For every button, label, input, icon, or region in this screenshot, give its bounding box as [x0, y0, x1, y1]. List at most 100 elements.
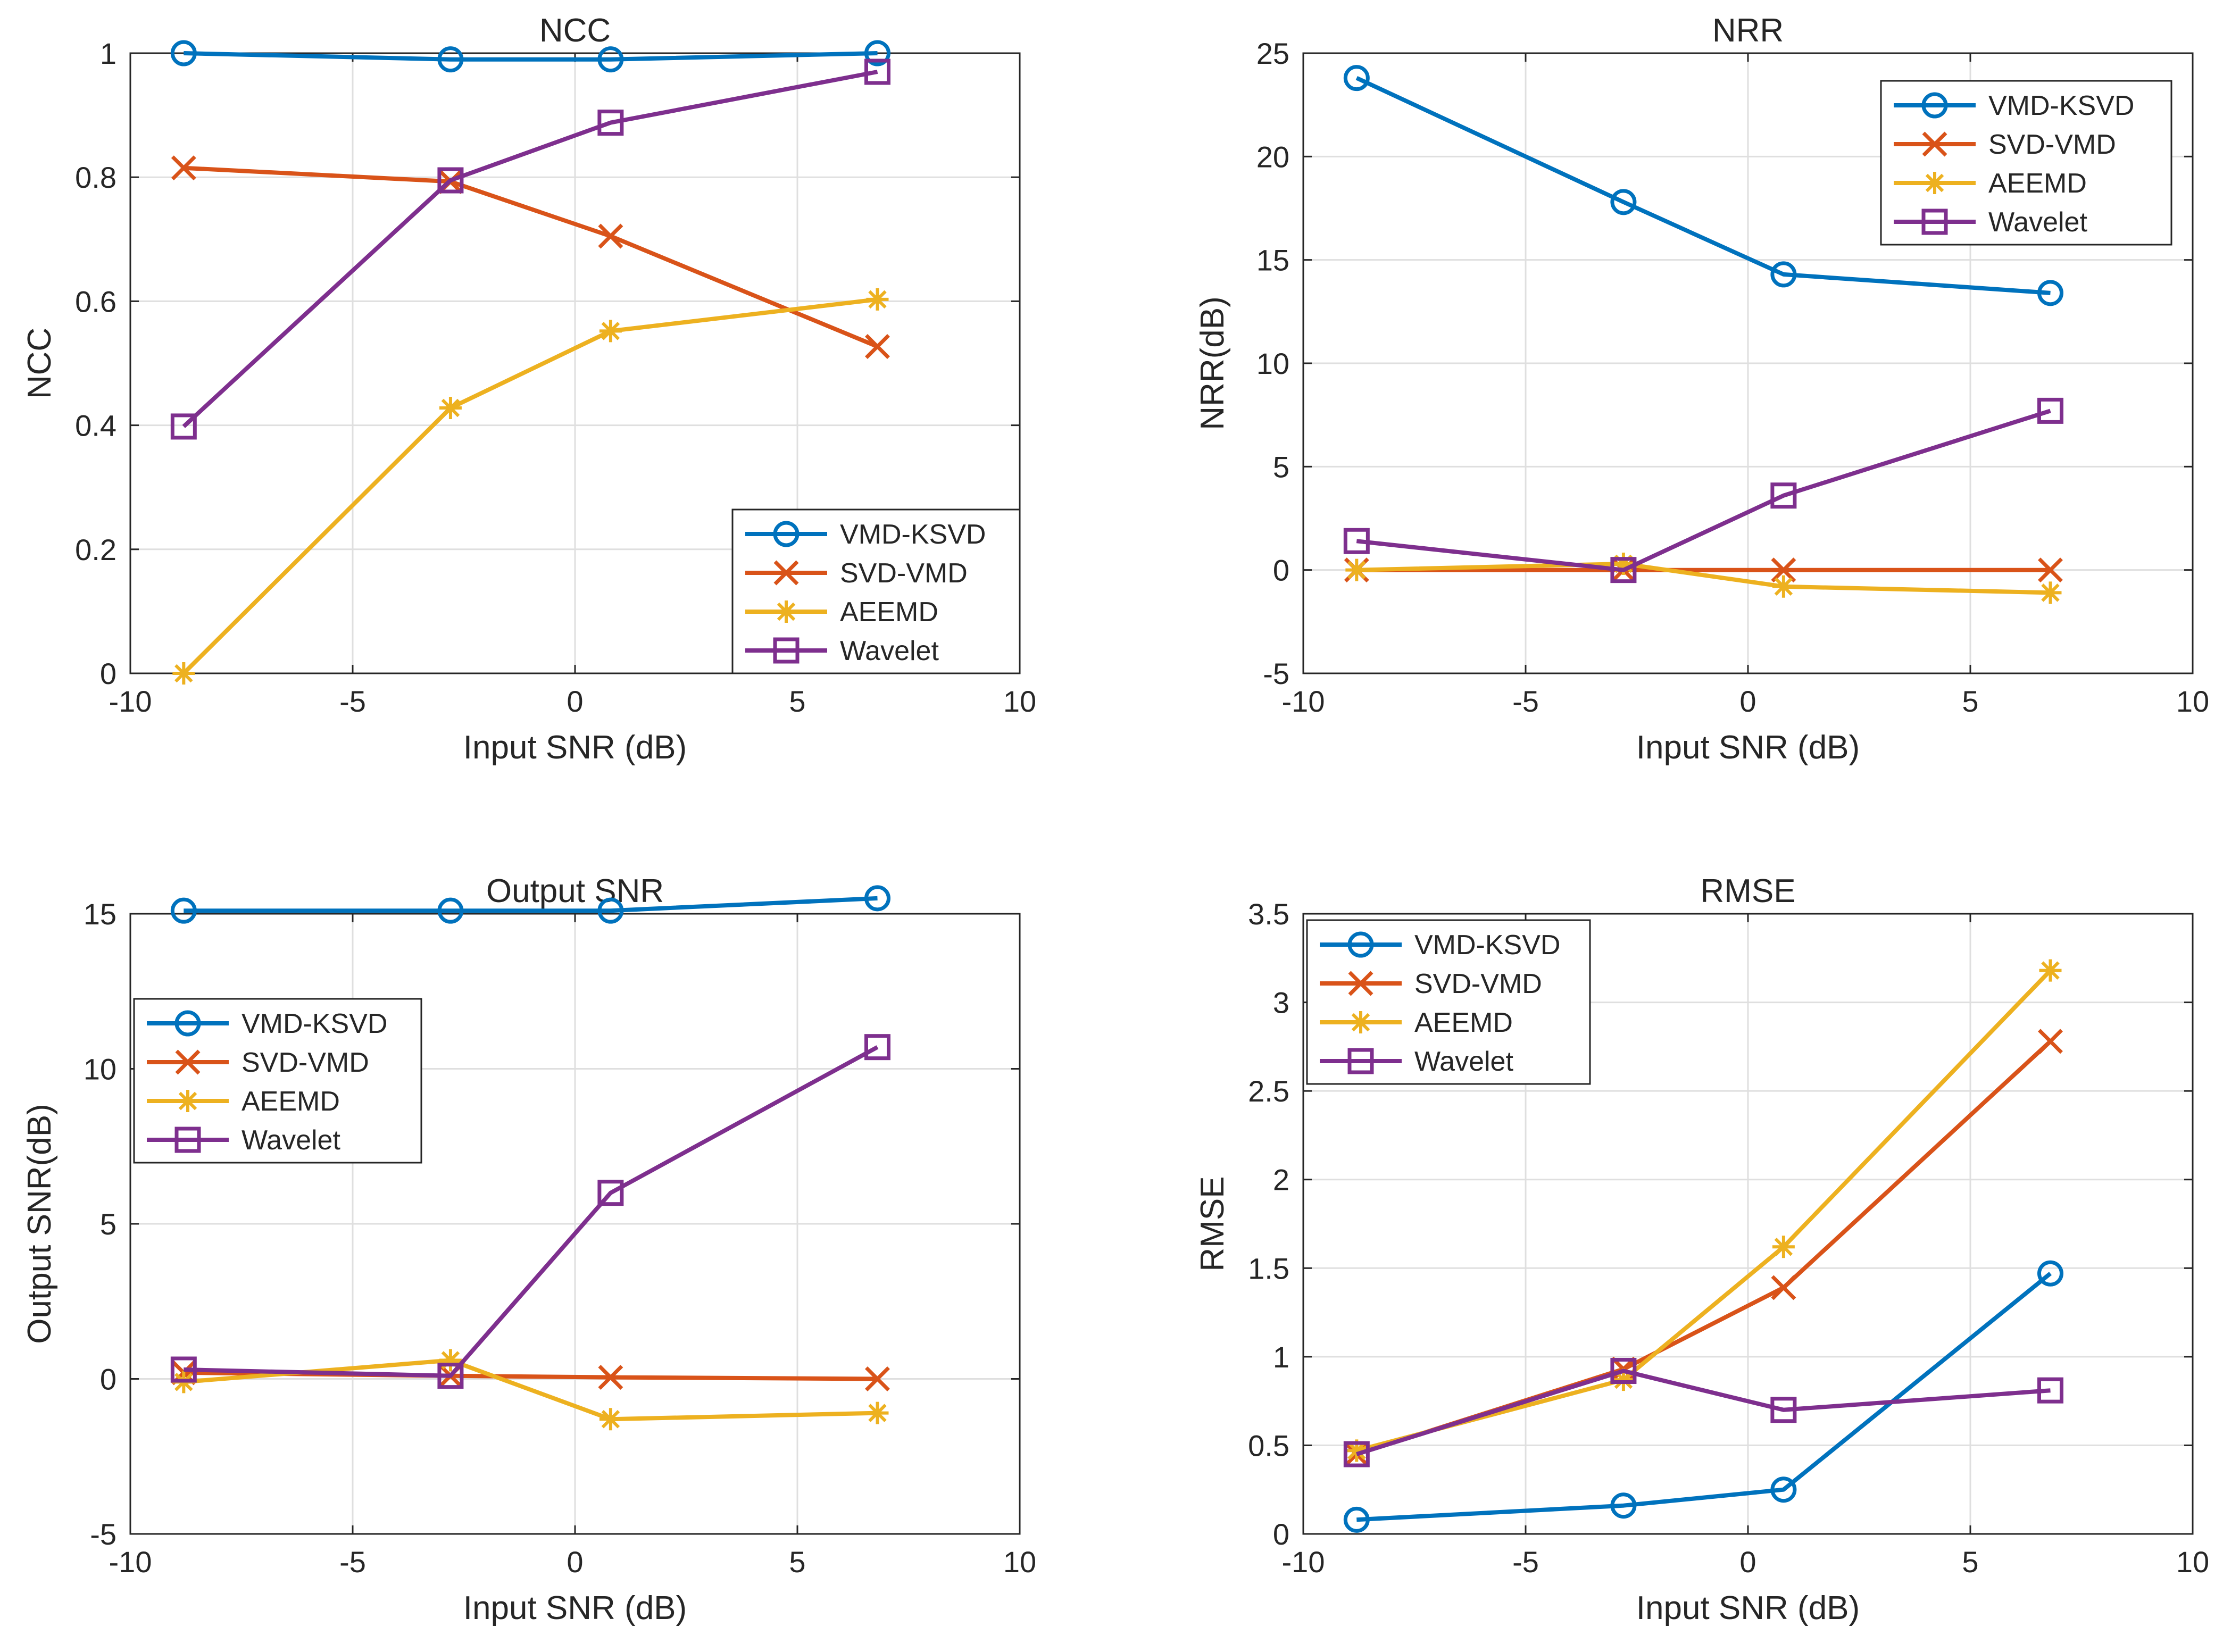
y-tick-label: 0 [100, 1363, 116, 1396]
legend-marker-wavelet [1347, 1048, 1374, 1074]
series-line-aeemd [1356, 969, 2052, 1453]
y-tick-label: 0.6 [75, 285, 116, 318]
legend-label-wavelet: Wavelet [242, 1125, 340, 1156]
data-point-aeemd [866, 288, 889, 311]
y-tick-label: 1.5 [1248, 1251, 1289, 1285]
data-point-vmd-ksvd [1343, 65, 1370, 91]
data-point-aeemd [1345, 558, 1368, 581]
x-tick-label: -5 [1512, 685, 1539, 718]
y-tick-label: 5 [1273, 450, 1289, 483]
y-tick-label: 20 [1256, 140, 1289, 173]
x-axis-label: Input SNR (dB) [463, 1590, 687, 1626]
y-tick-label: 5 [100, 1207, 116, 1241]
data-point-vmd-ksvd [437, 46, 464, 73]
x-tick-label: 10 [1003, 685, 1036, 718]
chart-title: RMSE [1700, 873, 1795, 910]
data-point-svd-vmd [598, 1365, 623, 1390]
y-axis-label: NRR(dB) [1194, 296, 1231, 430]
y-tick-label: 15 [1256, 244, 1289, 277]
legend-marker-vmd-ksvd [773, 521, 800, 547]
y-tick-label: -5 [90, 1517, 116, 1551]
legend-label-wavelet: Wavelet [840, 636, 939, 666]
legend-label-aeemd: AEEMD [1414, 1007, 1513, 1038]
legend-marker-svd-vmd [175, 1049, 201, 1075]
data-point-aeemd [1612, 1369, 1635, 1391]
data-point-aeemd [866, 1401, 889, 1424]
legend-label-vmd-ksvd: VMD-KSVD [1988, 90, 2134, 121]
legend-label-wavelet: Wavelet [1988, 207, 2087, 238]
series-line-wavelet [1356, 408, 2051, 572]
y-axis-label: NCC [21, 328, 58, 399]
data-point-aeemd [1612, 553, 1635, 575]
y-tick-label: 0 [100, 657, 116, 690]
data-point-svd-vmd [865, 1366, 890, 1391]
data-point-vmd-ksvd [2037, 1260, 2063, 1287]
data-point-wavelet [864, 1034, 890, 1061]
data-point-svd-vmd [865, 334, 890, 359]
data-point-wavelet [1343, 528, 1370, 554]
data-point-wavelet [597, 1180, 624, 1206]
legend-marker-aeemd [1350, 1011, 1372, 1033]
series-line-vmd-ksvd [184, 51, 878, 62]
series-line-wavelet [184, 1045, 879, 1378]
chart-title: Output SNR [486, 873, 664, 910]
y-tick-label: 3 [1273, 986, 1289, 1020]
data-point-aeemd [1772, 1236, 1795, 1258]
y-tick-label: 15 [84, 897, 116, 931]
x-tick-label: -10 [1282, 685, 1325, 718]
y-tick-label: 2 [1273, 1163, 1289, 1197]
x-tick-label: 0 [567, 1545, 583, 1579]
data-point-vmd-ksvd [437, 897, 464, 924]
y-tick-label: 0.2 [75, 533, 116, 566]
data-point-aeemd [1345, 1439, 1368, 1462]
data-point-aeemd [439, 396, 462, 419]
data-point-wavelet [1770, 1397, 1797, 1423]
data-point-wavelet [864, 59, 890, 85]
data-point-svd-vmd [1771, 557, 1796, 583]
x-tick-label: -5 [1512, 1545, 1539, 1579]
series-line-aeemd [182, 297, 878, 675]
series-line-svd-vmd [184, 165, 879, 349]
legend-label-aeemd: AEEMD [840, 597, 938, 628]
data-point-aeemd [172, 662, 195, 685]
legend-label-svd-vmd: SVD-VMD [1988, 129, 2116, 160]
legend-marker-wavelet [174, 1127, 201, 1153]
legend-marker-vmd-ksvd [174, 1010, 201, 1037]
x-tick-label: -5 [339, 1545, 366, 1579]
series-line-vmd-ksvd [184, 896, 878, 913]
x-tick-label: 5 [1962, 1545, 1978, 1579]
legend: VMD-KSVD SVD-VMD AEEMD Wavelet [1880, 80, 2172, 246]
x-tick-label: 0 [1739, 685, 1756, 718]
x-axis-label: Input SNR (dB) [1636, 1590, 1860, 1626]
x-tick-label: -5 [339, 685, 366, 718]
series-line-vmd-ksvd [1356, 1272, 2052, 1522]
x-tick-label: -10 [109, 1545, 152, 1579]
data-point-vmd-ksvd [2037, 280, 2063, 306]
data-point-svd-vmd [598, 223, 623, 249]
subplot-ncc: -10 -5 0 5 10 0 0.2 0.4 0.6 0.8 1 NCC Input SNR (dB)… [21, 12, 1036, 766]
y-tick-label: 2.5 [1248, 1074, 1289, 1108]
data-point-vmd-ksvd [597, 46, 624, 73]
legend: VMD-KSVD SVD-VMD AEEMD Wavelet [1306, 919, 1591, 1085]
legend-box [1306, 919, 1591, 1085]
y-axis-label: Output SNR(dB) [21, 1104, 58, 1344]
series-line-aeemd [1356, 562, 2051, 595]
x-tick-label: 10 [2176, 685, 2209, 718]
data-point-svd-vmd [2038, 557, 2063, 583]
legend-label-svd-vmd: SVD-VMD [1414, 969, 1542, 999]
data-point-wavelet [170, 413, 197, 440]
data-point-wavelet [2037, 1377, 2063, 1404]
x-tick-label: -10 [1282, 1545, 1325, 1579]
y-tick-label: -5 [1263, 657, 1289, 690]
legend-box [1880, 80, 2172, 246]
legend-marker-aeemd [775, 600, 797, 623]
x-tick-label: 5 [789, 685, 805, 718]
legend-marker-vmd-ksvd [1347, 931, 1374, 958]
data-point-vmd-ksvd [1343, 1506, 1370, 1533]
subplot-rmse: -10 -5 0 5 10 0 0.5 1 1.5 2 2.5 3 3.5 RMSE Input SNR (… [1194, 873, 2209, 1626]
legend-box [133, 998, 422, 1164]
data-point-vmd-ksvd [1610, 189, 1637, 215]
legend-label-aeemd: AEEMD [1988, 168, 2087, 199]
data-point-wavelet [170, 1356, 197, 1383]
